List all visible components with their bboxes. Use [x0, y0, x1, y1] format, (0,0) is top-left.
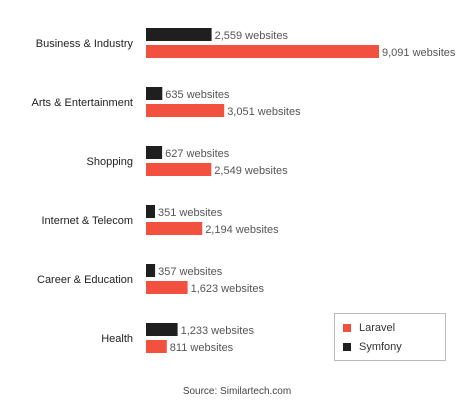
category-group-shopping: Shopping 627 websites 2,549 websites: [87, 146, 288, 177]
category-label: Shopping: [87, 156, 134, 168]
bar-symfony: [146, 323, 178, 336]
category-group-health: Health 1,233 websites 811 websites: [101, 323, 254, 354]
value-label-symfony: 627 websites: [165, 148, 230, 160]
value-label-laravel: 9,091 websites: [382, 47, 456, 59]
bar-laravel: [146, 163, 212, 176]
value-label-laravel: 2,549 websites: [214, 165, 288, 177]
category-group-internet-and-telecom: Internet & Telecom 351 websites 2,194 webs…: [41, 205, 279, 236]
value-label-laravel: 1,623 websites: [191, 283, 265, 295]
legend-swatch-symfony: [343, 342, 351, 351]
legend-item-laravel: Laravel: [343, 318, 437, 337]
bar-symfony: [146, 87, 163, 100]
legend-label-laravel: Laravel: [359, 321, 396, 334]
category-group-arts-and-entertainment: Arts & Entertainment 635 websites 3,051 we…: [32, 87, 301, 118]
category-label: Internet & Telecom: [41, 215, 133, 227]
category-label: Arts & Entertainment: [32, 97, 134, 109]
bar-symfony: [146, 205, 155, 218]
bar-laravel: [146, 45, 379, 58]
source-note: Source: Similartech.com: [182, 386, 292, 397]
legend-swatch-laravel: [343, 323, 351, 332]
value-label-symfony: 2,559 websites: [215, 30, 289, 42]
bar-laravel: [146, 222, 203, 235]
value-label-laravel: 811 websites: [170, 342, 234, 354]
bar-symfony: [146, 264, 156, 277]
value-label-symfony: 351 websites: [158, 207, 223, 219]
category-label: Business & Industry: [36, 38, 134, 50]
chart-legend: Laravel Symfony: [334, 313, 446, 361]
bar-laravel: [146, 104, 225, 117]
bar-symfony: [146, 146, 163, 159]
category-label: Health: [101, 333, 133, 345]
value-label-laravel: 3,051 websites: [227, 106, 301, 118]
value-label-symfony: 1,233 websites: [181, 325, 255, 337]
category-label: Career & Education: [37, 274, 133, 286]
value-label-symfony: 635 websites: [165, 89, 230, 101]
category-group-career-and-education: Career & Education 357 websites 1,623 webs…: [37, 264, 264, 295]
legend-item-symfony: Symfony: [343, 337, 437, 356]
bar-laravel: [146, 340, 167, 353]
bar-symfony: [146, 28, 212, 41]
bar-laravel: [146, 281, 188, 294]
value-label-laravel: 2,194 websites: [205, 224, 279, 236]
legend-label-symfony: Symfony: [359, 340, 402, 353]
category-group-business-and-industry: Business & Industry 2,559 websites 9,091 w…: [36, 28, 456, 59]
value-label-symfony: 357 websites: [158, 266, 223, 278]
